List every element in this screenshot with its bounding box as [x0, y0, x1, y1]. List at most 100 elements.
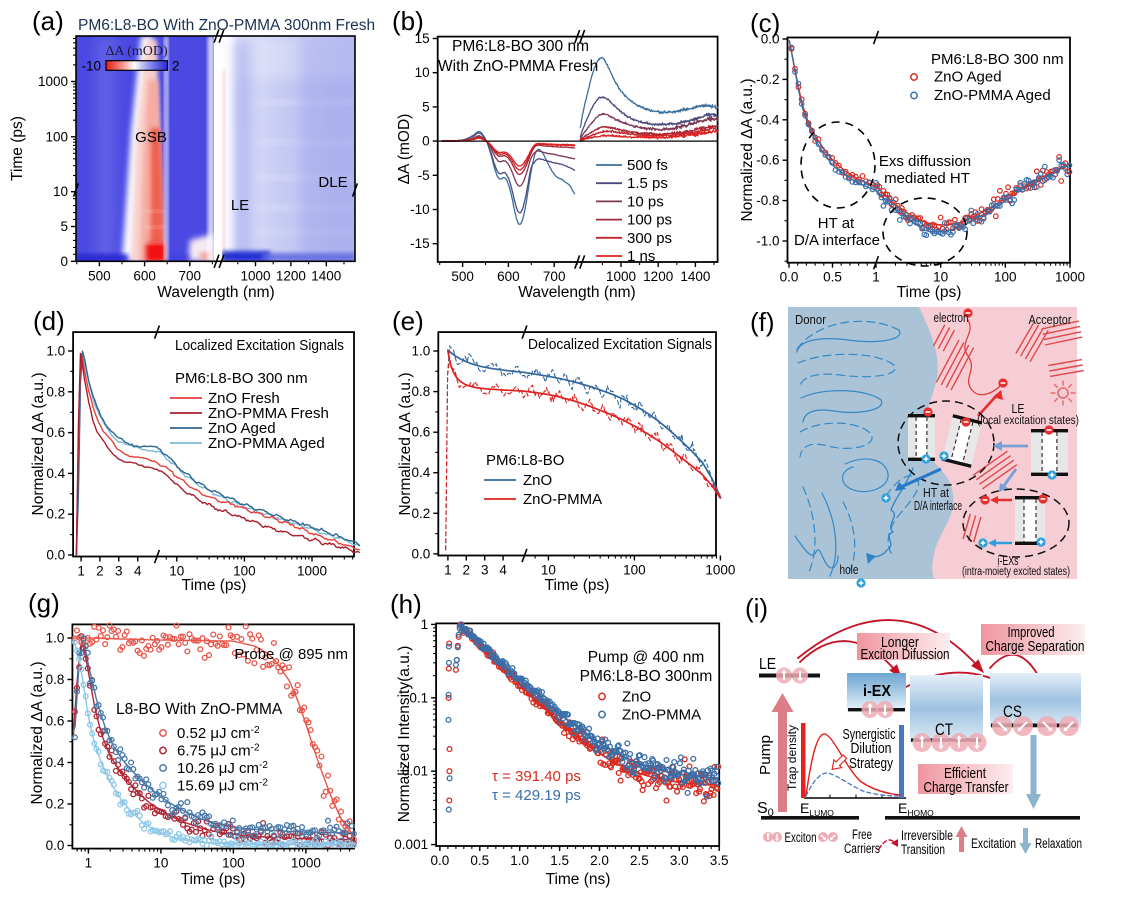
svg-text:Time (ps): Time (ps): [897, 284, 962, 301]
svg-text:ZnO Aged: ZnO Aged: [934, 69, 1002, 86]
svg-text:With ZnO-PMMA Fresh: With ZnO-PMMA Fresh: [438, 58, 598, 75]
svg-text:1.5 ps: 1.5 ps: [627, 175, 668, 192]
svg-text:HT at: HT at: [923, 486, 949, 500]
svg-text:600: 600: [133, 268, 156, 283]
svg-text:1000: 1000: [606, 269, 636, 284]
svg-text:5: 5: [422, 99, 430, 114]
svg-text:(g): (g): [28, 588, 60, 618]
svg-text:Excitation: Excitation: [971, 836, 1016, 851]
svg-text:10: 10: [541, 563, 556, 578]
svg-text:(local excitation states): (local excitation states): [977, 415, 1079, 427]
svg-text:0.4: 0.4: [46, 466, 65, 481]
svg-text:PM6:L8-BO 300 nm: PM6:L8-BO 300 nm: [175, 370, 308, 387]
svg-text:Wavelength (nm): Wavelength (nm): [157, 284, 274, 301]
svg-text:2: 2: [463, 563, 471, 578]
svg-text:1.0: 1.0: [412, 344, 431, 359]
svg-text:0.5: 0.5: [823, 270, 842, 285]
svg-text:-0.8: -0.8: [756, 193, 779, 208]
svg-text:LE: LE: [1012, 401, 1025, 416]
svg-text:LE: LE: [759, 656, 776, 673]
svg-text:ZnO-PMMA: ZnO-PMMA: [622, 707, 701, 724]
svg-text:15: 15: [415, 31, 430, 46]
svg-text:Dilution: Dilution: [851, 740, 892, 757]
svg-text:Carriers: Carriers: [844, 841, 880, 856]
svg-text:ZnO-PMMA Aged: ZnO-PMMA Aged: [208, 435, 325, 452]
svg-text:Wavelength (nm): Wavelength (nm): [518, 284, 635, 301]
svg-text:0.2: 0.2: [46, 797, 65, 812]
svg-text:0.0: 0.0: [761, 32, 780, 47]
svg-text:Improved: Improved: [1008, 625, 1055, 641]
svg-text:10.26 μJ cm-2: 10.26 μJ cm-2: [177, 760, 268, 778]
svg-text:0.52 μJ cm-2: 0.52 μJ cm-2: [177, 725, 260, 743]
svg-text:CS: CS: [1003, 702, 1022, 721]
svg-text:3.5: 3.5: [710, 853, 729, 868]
svg-text:Exciton: Exciton: [785, 830, 817, 845]
svg-text:1000: 1000: [240, 268, 270, 283]
svg-text:4: 4: [499, 563, 507, 578]
svg-text:1400: 1400: [680, 269, 710, 284]
svg-text:1200: 1200: [643, 269, 673, 284]
svg-text:600: 600: [497, 269, 520, 284]
svg-text:0.0: 0.0: [46, 838, 65, 853]
svg-text:Delocalized Excitation Signals: Delocalized Excitation Signals: [528, 336, 712, 353]
svg-text:Time (ps): Time (ps): [182, 577, 247, 594]
svg-text:10: 10: [153, 856, 168, 871]
svg-text:GSB: GSB: [135, 129, 167, 146]
svg-text:100: 100: [233, 564, 256, 579]
svg-text:PM6:L8-BO 300nm: PM6:L8-BO 300nm: [580, 668, 713, 685]
svg-text:Charge Separation: Charge Separation: [986, 639, 1085, 655]
svg-text:100: 100: [623, 563, 646, 578]
svg-text:Free: Free: [852, 827, 872, 842]
svg-text:ZnO-PMMA: ZnO-PMMA: [523, 491, 602, 508]
svg-text:1400: 1400: [311, 268, 341, 283]
svg-text:Normalized ΔA (a.u.): Normalized ΔA (a.u.): [29, 661, 46, 804]
svg-text:0.8: 0.8: [46, 384, 65, 399]
svg-text:500: 500: [451, 269, 474, 284]
svg-text:ZnO: ZnO: [622, 689, 651, 706]
svg-text:2: 2: [172, 59, 180, 74]
svg-text:0.0: 0.0: [46, 548, 65, 563]
svg-text:Normalized ΔA (a.u.): Normalized ΔA (a.u.): [739, 78, 756, 221]
svg-text:(h): (h): [390, 589, 422, 619]
svg-text:100: 100: [222, 856, 245, 871]
svg-text:hole: hole: [840, 562, 859, 577]
svg-text:Exciton Difussion: Exciton Difussion: [861, 647, 950, 663]
svg-text:2: 2: [96, 564, 104, 579]
svg-text:i-EXs: i-EXs: [998, 554, 1019, 568]
svg-text:1.0: 1.0: [510, 853, 529, 868]
svg-text:τ = 429.19 ps: τ = 429.19 ps: [492, 787, 581, 804]
svg-text:500: 500: [88, 268, 111, 283]
svg-text:1.5: 1.5: [550, 853, 569, 868]
svg-text:10 ps: 10 ps: [627, 193, 664, 210]
svg-text:0.001: 0.001: [394, 837, 428, 852]
svg-text:-1.0: -1.0: [756, 234, 779, 249]
svg-text:mediated HT: mediated HT: [884, 170, 970, 187]
svg-text:ZnO: ZnO: [523, 472, 552, 489]
svg-text:HT at: HT at: [818, 215, 855, 232]
svg-text:6.75 μJ cm-2: 6.75 μJ cm-2: [177, 742, 260, 760]
svg-text:Probe @ 895 nm: Probe @ 895 nm: [234, 646, 348, 663]
svg-text:-5: -5: [418, 168, 430, 183]
svg-text:3: 3: [115, 564, 123, 579]
svg-text:3: 3: [481, 563, 489, 578]
svg-text:15.69 μJ cm-2: 15.69 μJ cm-2: [177, 777, 268, 795]
svg-text:Time (ps): Time (ps): [9, 116, 26, 181]
svg-text:ZnO-PMMA Fresh: ZnO-PMMA Fresh: [208, 405, 329, 422]
svg-text:3.0: 3.0: [670, 853, 689, 868]
svg-text:1: 1: [421, 617, 429, 632]
svg-text:Donor: Donor: [795, 312, 827, 327]
svg-text:Acceptor: Acceptor: [1029, 312, 1073, 327]
svg-text:CT: CT: [935, 720, 953, 739]
svg-text:0.4: 0.4: [46, 755, 65, 770]
svg-text:(i): (i): [745, 593, 768, 623]
svg-text:0.6: 0.6: [46, 714, 65, 729]
svg-text:5: 5: [60, 219, 68, 234]
svg-text:1.0: 1.0: [46, 344, 65, 359]
svg-text:0.2: 0.2: [46, 507, 65, 522]
svg-text:Normalized ΔA (a.u.): Normalized ΔA (a.u.): [30, 372, 47, 515]
svg-text:0.0: 0.0: [780, 270, 799, 285]
svg-text:Synergistic: Synergistic: [843, 726, 896, 743]
svg-text:1000: 1000: [38, 74, 68, 89]
svg-text:(c): (c): [750, 8, 780, 38]
svg-text:1.0: 1.0: [46, 631, 65, 646]
